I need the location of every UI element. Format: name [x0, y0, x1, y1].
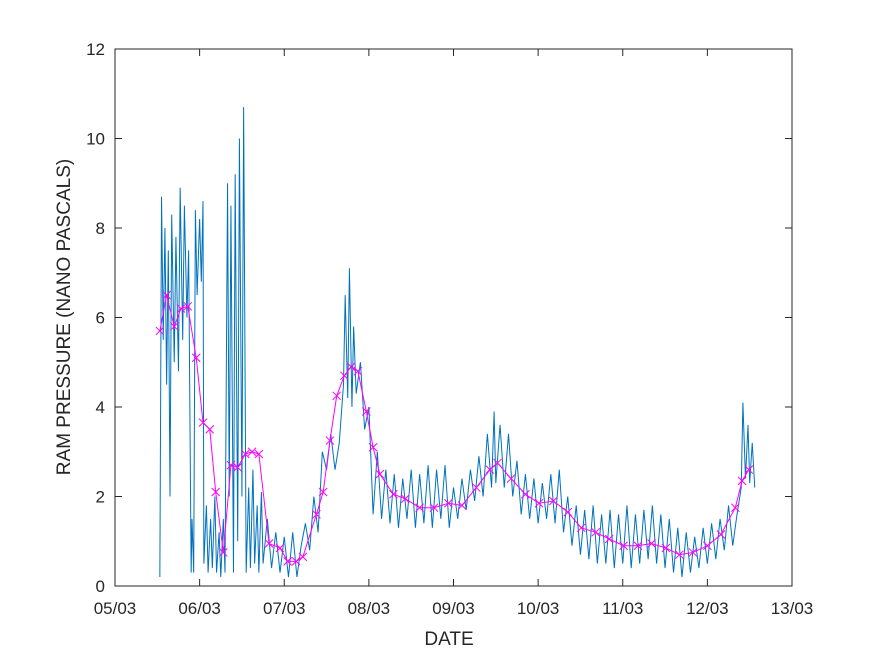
data-marker: [247, 447, 257, 457]
x-tick-label: 11/03: [602, 599, 643, 618]
x-axis-label: DATE: [424, 629, 473, 650]
data-marker: [205, 425, 215, 434]
data-marker: [183, 301, 193, 311]
data-marker: [233, 463, 243, 472]
data-marker: [633, 541, 643, 551]
data-marker: [339, 371, 349, 381]
data-marker: [576, 523, 586, 533]
y-tick-label: 12: [86, 40, 105, 59]
y-tick-label: 4: [96, 398, 105, 417]
data-marker: [375, 469, 385, 479]
data-marker: [675, 550, 684, 560]
data-marker: [688, 548, 698, 557]
data-marker: [534, 498, 544, 508]
x-tick-label: 13/03: [771, 599, 814, 618]
data-marker: [211, 487, 221, 497]
x-tick-label: 08/03: [348, 599, 391, 618]
y-tick-label: 2: [96, 488, 105, 507]
data-marker: [226, 460, 236, 470]
data-marker: [240, 449, 250, 459]
data-marker: [549, 496, 558, 506]
data-marker: [218, 548, 228, 557]
data-marker: [493, 458, 502, 468]
data-marker: [400, 494, 410, 504]
data-marker: [716, 530, 726, 539]
y-tick-label: 10: [86, 130, 105, 149]
data-marker: [604, 534, 614, 544]
y-tick-label: 6: [96, 309, 105, 328]
x-tick-label: 07/03: [263, 599, 306, 618]
y-tick-label: 0: [96, 577, 105, 596]
data-marker: [346, 362, 356, 372]
data-marker: [429, 503, 439, 513]
data-marker: [275, 543, 285, 553]
y-tick-label: 8: [96, 219, 105, 238]
data-marker: [737, 476, 747, 486]
data-marker: [744, 465, 754, 475]
data-marker: [318, 487, 328, 497]
x-tick-label: 10/03: [517, 599, 560, 618]
data-marker: [521, 489, 530, 499]
data-line: [159, 107, 756, 578]
data-marker: [368, 442, 378, 452]
data-marker: [471, 483, 481, 492]
data-marker: [291, 557, 301, 566]
data-marker: [353, 366, 363, 376]
data-marker: [312, 510, 321, 519]
data-marker: [730, 503, 740, 513]
plot-frame: [114, 48, 793, 587]
data-marker: [506, 474, 516, 483]
data-marker: [457, 501, 467, 510]
data-marker: [361, 407, 371, 416]
data-marker: [563, 507, 573, 517]
data-marker: [198, 418, 208, 428]
data-marker: [444, 498, 453, 508]
data-marker: [619, 541, 628, 551]
x-tick-label: 12/03: [686, 599, 729, 618]
data-marker: [264, 539, 274, 548]
x-tick-label: 05/03: [94, 599, 137, 618]
data-marker: [283, 557, 292, 566]
y-axis-label: RAM PRESSURE (NANO PASCALS): [54, 159, 75, 475]
data-line: [159, 295, 750, 562]
data-marker: [169, 322, 179, 331]
data-marker: [254, 449, 264, 459]
data-marker: [332, 391, 342, 401]
data-marker: [191, 353, 201, 363]
data-marker: [415, 503, 425, 513]
data-marker: [325, 436, 335, 445]
data-marker: [703, 541, 712, 551]
data-marker: [661, 543, 671, 553]
data-marker: [591, 527, 601, 537]
data-marker: [647, 539, 656, 548]
data-marker: [485, 465, 495, 475]
data-marker: [155, 326, 165, 336]
data-marker: [389, 489, 398, 499]
data-marker: [176, 304, 186, 313]
data-marker: [162, 290, 171, 300]
x-tick-label: 06/03: [178, 599, 221, 618]
data-marker: [298, 552, 308, 562]
x-tick-label: 09/03: [432, 599, 475, 618]
